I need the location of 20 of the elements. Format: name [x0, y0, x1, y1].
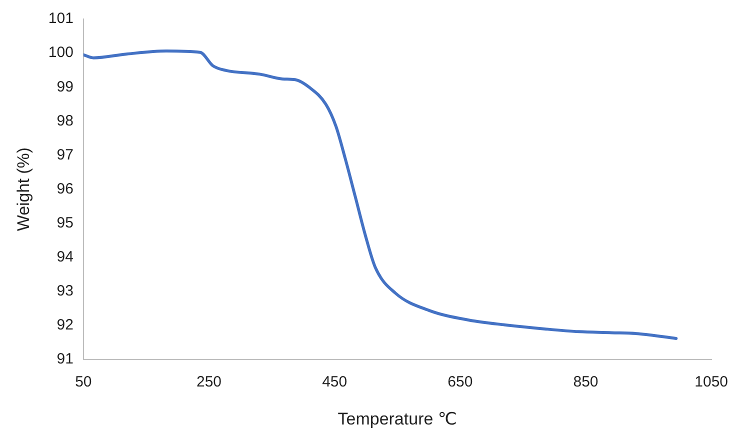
y-tick-label: 95 [56, 214, 74, 232]
y-tick-label: 97 [56, 146, 74, 164]
y-tick-label: 92 [56, 316, 74, 334]
x-axis-title: Temperature ℃ [338, 409, 457, 428]
x-tick-label: 850 [573, 374, 598, 391]
y-tick-label: 101 [48, 10, 74, 28]
y-tick-label: 96 [56, 180, 74, 198]
y-tick-label: 100 [48, 44, 74, 62]
x-tick-label: 450 [322, 374, 348, 391]
y-tick-label: 93 [56, 282, 74, 300]
line-series [83, 50, 678, 340]
y-tick-label: 91 [56, 350, 74, 368]
y-tick-label: 99 [56, 78, 74, 96]
x-tick-label: 1050 [694, 374, 728, 391]
y-tick-label: 94 [56, 248, 74, 266]
x-tick-label: 50 [75, 374, 92, 391]
x-tick-label: 250 [196, 374, 222, 391]
x-tick-label: 650 [448, 374, 473, 391]
y-axis-title: Weight (%) [14, 147, 33, 232]
y-tick-label: 98 [56, 112, 74, 130]
